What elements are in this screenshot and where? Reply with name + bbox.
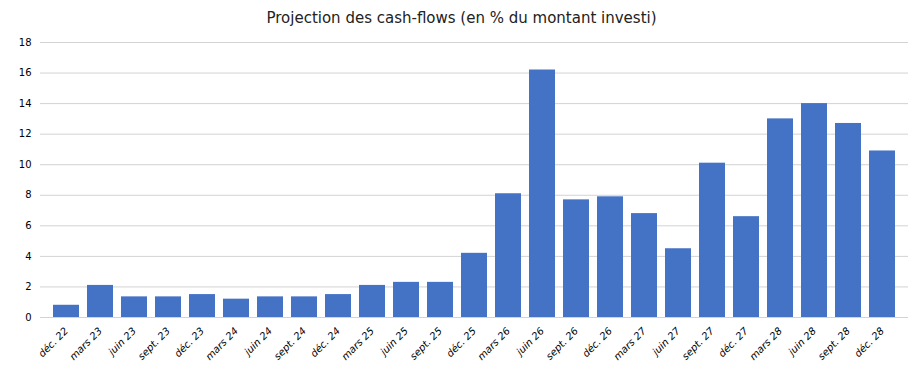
svg-text:14: 14 <box>19 98 32 109</box>
svg-text:10: 10 <box>19 159 32 170</box>
svg-text:sept. 27: sept. 27 <box>680 325 717 362</box>
svg-text:juin 25: juin 25 <box>377 325 410 358</box>
svg-text:mars 27: mars 27 <box>611 325 648 362</box>
svg-text:0: 0 <box>25 312 31 323</box>
svg-text:déc. 26: déc. 26 <box>580 325 614 359</box>
svg-text:déc. 22: déc. 22 <box>36 325 70 359</box>
svg-text:sept. 26: sept. 26 <box>544 325 581 362</box>
svg-text:12: 12 <box>19 128 32 139</box>
svg-text:sept. 24: sept. 24 <box>272 325 309 362</box>
svg-text:juin 23: juin 23 <box>105 325 138 358</box>
svg-text:6: 6 <box>25 220 31 231</box>
svg-text:mars 26: mars 26 <box>475 325 512 362</box>
svg-text:mars 25: mars 25 <box>339 325 376 362</box>
svg-text:mars 24: mars 24 <box>203 325 240 362</box>
svg-text:sept. 25: sept. 25 <box>408 325 445 362</box>
svg-text:mars 23: mars 23 <box>67 325 104 362</box>
svg-text:18: 18 <box>19 37 32 48</box>
svg-text:4: 4 <box>25 251 31 262</box>
svg-text:8: 8 <box>25 189 31 200</box>
html-text:Projection des cash-flows (en: Projection des cash-flows (en % du monta… <box>266 9 657 27</box>
svg-text:juin 24: juin 24 <box>241 325 274 358</box>
svg-text:déc. 23: déc. 23 <box>172 325 206 359</box>
svg-text:16: 16 <box>19 67 32 78</box>
svg-text:2: 2 <box>25 281 31 292</box>
svg-text:déc. 24: déc. 24 <box>308 325 342 359</box>
svg-text:déc. 27: déc. 27 <box>716 325 750 359</box>
svg-text:sept. 28: sept. 28 <box>816 325 853 362</box>
svg-text:juin 27: juin 27 <box>649 325 683 359</box>
svg-text:juin 28: juin 28 <box>785 325 818 358</box>
svg-text:juin 26: juin 26 <box>513 325 546 358</box>
svg-text:mars 28: mars 28 <box>747 325 784 362</box>
svg-text:déc. 25: déc. 25 <box>444 325 478 359</box>
svg-text:sept. 23: sept. 23 <box>136 325 173 362</box>
svg-text:déc. 28: déc. 28 <box>852 325 886 359</box>
